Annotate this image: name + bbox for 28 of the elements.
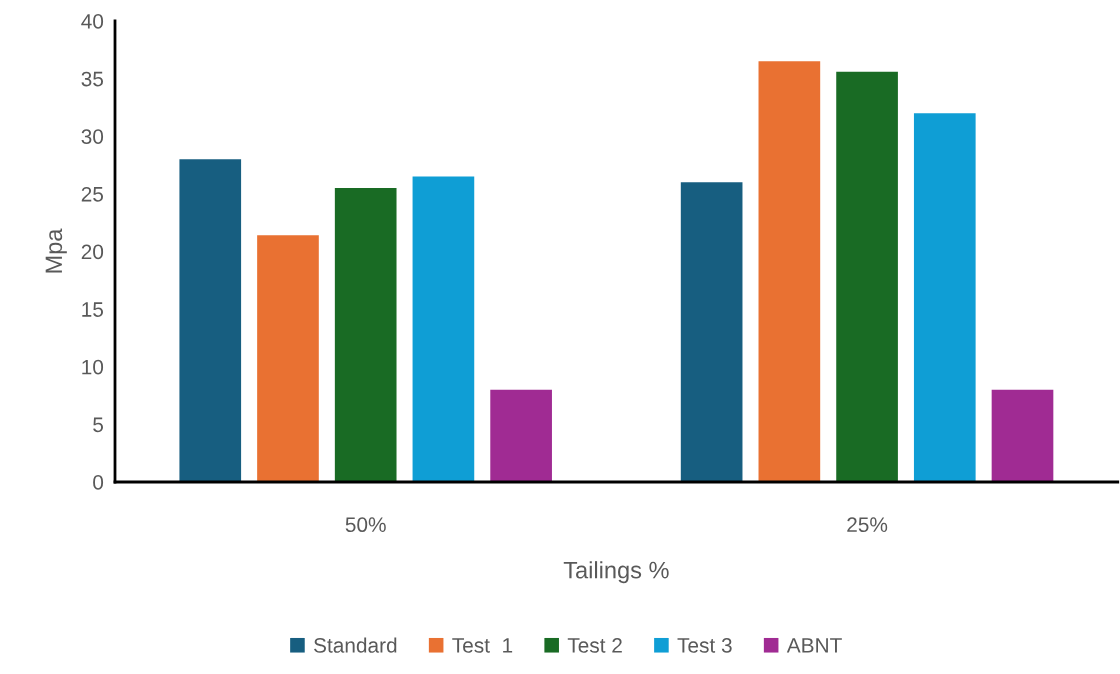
y-tick-label: 10 bbox=[82, 359, 104, 375]
bar bbox=[758, 61, 821, 482]
y-tick-label: 35 bbox=[81, 71, 104, 87]
bar bbox=[257, 235, 319, 482]
bar bbox=[490, 389, 552, 482]
y-tick-label: 0 bbox=[93, 475, 104, 490]
x-tick-label: 50% bbox=[345, 517, 386, 533]
bar bbox=[991, 389, 1054, 482]
bar bbox=[680, 182, 743, 482]
y-tick-label: 15 bbox=[82, 302, 104, 317]
y-tick-label: 20 bbox=[81, 244, 104, 260]
legend-label: Standard bbox=[314, 637, 397, 653]
bar bbox=[179, 159, 242, 482]
legend-label: ABNT bbox=[786, 638, 842, 653]
legend-label: Test 2 bbox=[567, 638, 622, 653]
x-tick-label: 25% bbox=[847, 517, 888, 533]
y-tick-label: 40 bbox=[81, 14, 104, 29]
bar bbox=[836, 71, 898, 482]
legend-label: Test 1 bbox=[452, 638, 513, 653]
y-tick-label: 30 bbox=[81, 129, 104, 144]
y-tick-label: 5 bbox=[93, 417, 104, 433]
y-axis-title: Mpa bbox=[45, 228, 67, 273]
x-axis-title: Tailings % bbox=[563, 561, 669, 584]
y-tick-label: 25 bbox=[81, 186, 104, 202]
bar bbox=[412, 176, 475, 482]
bar bbox=[913, 113, 976, 482]
bar bbox=[334, 188, 397, 482]
legend-label: Test 3 bbox=[677, 638, 732, 653]
